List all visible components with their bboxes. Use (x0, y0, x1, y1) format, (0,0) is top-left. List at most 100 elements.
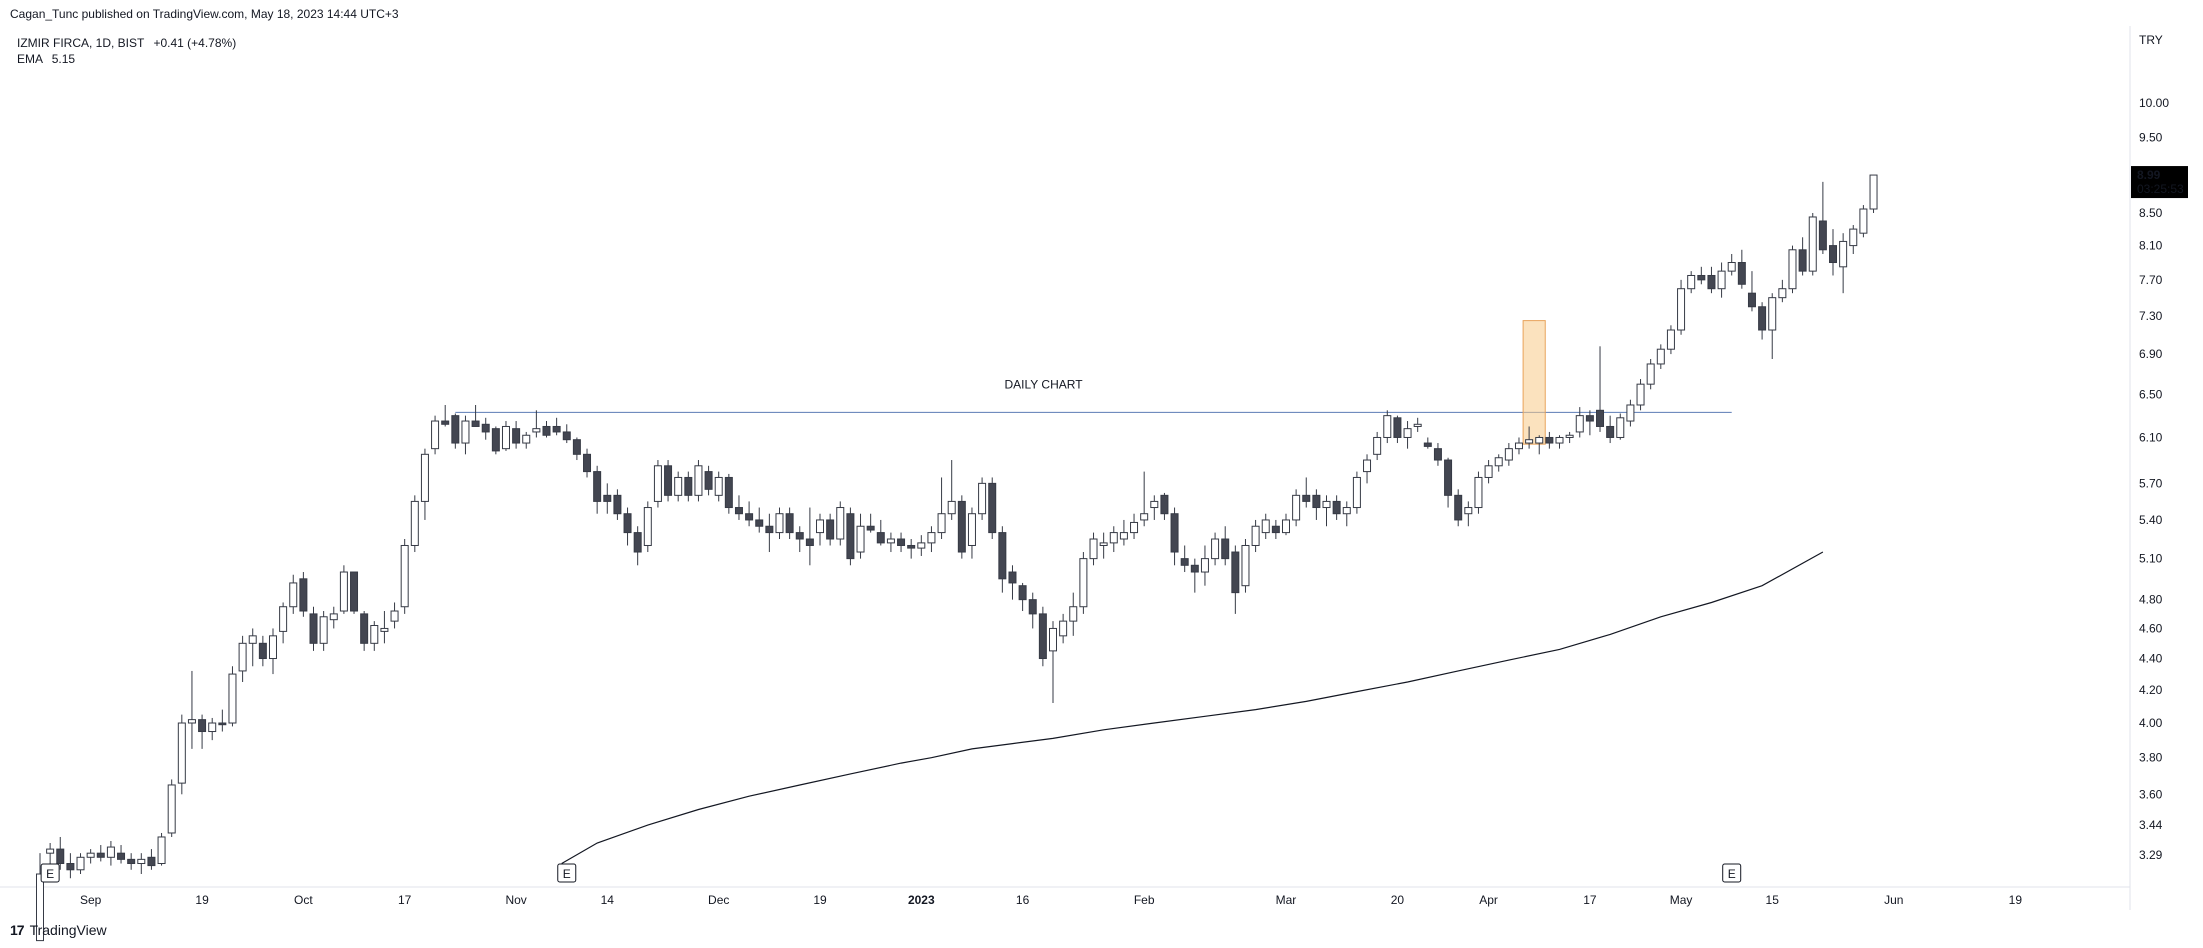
candle-body (1190, 564, 1199, 573)
candle (1251, 519, 1260, 553)
candle (775, 507, 784, 540)
candle (127, 853, 136, 870)
candle-body (1545, 436, 1554, 444)
candle (1504, 443, 1513, 466)
candle (370, 621, 379, 651)
candle (1808, 212, 1817, 276)
chart-legend: IZMIR FIRCA, 1D, BIST +0.41 (+4.78%) EMA… (17, 35, 236, 67)
candle-body (1079, 558, 1088, 608)
candle (299, 572, 308, 617)
candle (816, 513, 825, 546)
candle-body (400, 544, 409, 608)
candle (1666, 325, 1675, 355)
candle-body (1099, 542, 1108, 546)
ema-legend-row[interactable]: EMA 5.15 (17, 51, 236, 67)
candle-body (1514, 442, 1523, 450)
ema-line (561, 551, 1824, 865)
candle-body (978, 482, 987, 515)
candle-body (1565, 434, 1574, 438)
price-tick-label: 6.90 (2139, 347, 2163, 361)
candle-body (1433, 448, 1442, 461)
candle (532, 410, 541, 438)
candle-body (1758, 306, 1767, 331)
date-tick-label: Nov (505, 893, 526, 907)
candle-body (1403, 428, 1412, 438)
candle-body (491, 428, 500, 452)
candle-body (279, 606, 288, 632)
candle (947, 460, 956, 520)
candle (1555, 435, 1564, 449)
candle (643, 501, 652, 553)
candle (1150, 495, 1159, 520)
symbol-legend-row[interactable]: IZMIR FIRCA, 1D, BIST +0.41 (+4.78%) (17, 35, 236, 51)
candle (350, 571, 359, 614)
candle-body (846, 513, 855, 560)
candle (167, 779, 176, 837)
candle-body (613, 494, 622, 515)
candle-body (1596, 409, 1605, 427)
candle-body (1626, 404, 1635, 422)
candle-body (1211, 538, 1220, 560)
candle (633, 526, 642, 566)
candle-body (1302, 494, 1311, 502)
candle-body (451, 415, 460, 444)
candle-body (1089, 538, 1098, 560)
candle (1849, 225, 1858, 255)
candle (248, 628, 257, 667)
candle (208, 717, 217, 741)
candle-body (1292, 494, 1301, 521)
price-tick-label: 4.20 (2139, 683, 2163, 697)
date-tick-label: Dec (708, 893, 729, 907)
candle (1778, 279, 1787, 303)
candle-body (167, 784, 176, 834)
candle-body (1768, 297, 1777, 331)
candle-body (1140, 513, 1149, 521)
candle-body (248, 635, 257, 644)
candle (1596, 346, 1605, 432)
tradingview-brand[interactable]: 17 TradingView (10, 922, 107, 938)
publisher-caption: Cagan_Tunc published on TradingView.com,… (10, 7, 399, 21)
candle-body (512, 428, 521, 444)
candle-body (56, 848, 65, 865)
candle (866, 513, 875, 533)
candle-body (268, 635, 277, 660)
candle-body (1808, 216, 1817, 272)
date-tick-label: 19 (195, 893, 209, 907)
candle-body (1200, 558, 1209, 573)
candle-body (998, 532, 1007, 580)
candle (228, 666, 237, 727)
candle-body (1069, 606, 1078, 622)
candle-body (1474, 476, 1483, 509)
candle (1839, 233, 1848, 294)
candle (653, 460, 662, 508)
candle-body (1606, 425, 1615, 438)
candle-body (1261, 519, 1270, 534)
candle-body (826, 519, 835, 540)
candle-body (562, 431, 571, 441)
candle (1109, 526, 1118, 553)
price-tick-label: 3.80 (2139, 751, 2163, 765)
time-axis[interactable]: Sep 19 Oct 17 Nov 14 Dec 19 2023 16 Feb Mar 20 Apr 17 M… (80, 893, 2022, 907)
candle-body (299, 578, 308, 612)
candle (1829, 229, 1838, 276)
candle-body (623, 513, 632, 534)
candle-body (1616, 417, 1625, 438)
date-tick-label: 17 (1583, 893, 1597, 907)
candle-body (1788, 249, 1797, 290)
candle-body (147, 856, 156, 867)
candle-body (1059, 620, 1068, 637)
bar-countdown: 03:25:53 (2137, 182, 2184, 196)
candle (86, 849, 95, 864)
candle (694, 460, 703, 502)
price-axis[interactable]: TRY 10.00 9.50 8.50 8.10 7.70 7.30 6.90 6.50 6.10… (2139, 33, 2169, 862)
ema-label: EMA (17, 52, 43, 66)
candle (339, 565, 348, 614)
candle (978, 477, 987, 520)
candle (1342, 501, 1351, 527)
candle-body (572, 439, 581, 455)
candle (1768, 293, 1777, 360)
candle-body (927, 532, 936, 544)
candle (603, 483, 612, 514)
candle (400, 539, 409, 614)
